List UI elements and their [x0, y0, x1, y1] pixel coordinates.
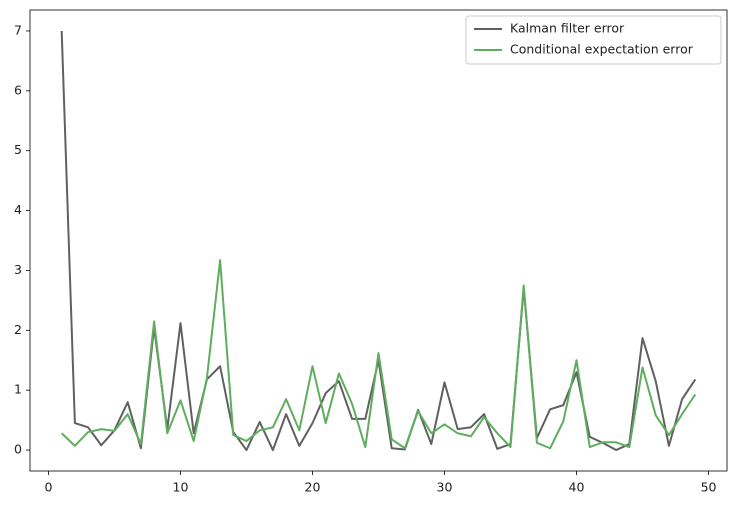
y-tick-label: 5	[14, 142, 22, 157]
y-tick-label: 6	[14, 82, 22, 97]
y-tick-label: 2	[14, 322, 22, 337]
x-tick-label: 0	[45, 480, 53, 495]
legend-label: Conditional expectation error	[510, 42, 694, 57]
y-tick-label: 1	[14, 382, 22, 397]
y-tick-label: 7	[14, 22, 22, 37]
x-tick-label: 30	[437, 480, 453, 495]
series-line	[60, 259, 697, 450]
legend-label: Kalman filter error	[510, 21, 625, 36]
legend-box	[465, 15, 722, 65]
x-tick-label: 20	[305, 480, 321, 495]
axes-frame	[29, 9, 728, 472]
legend: Kalman filter error Conditional expectati…	[465, 15, 722, 65]
x-tick-label: 40	[569, 480, 585, 495]
y-tick-label: 4	[14, 202, 22, 217]
x-tick-label: 50	[701, 480, 717, 495]
series-line	[60, 30, 697, 452]
y-tick-label: 0	[14, 442, 22, 457]
x-tick-label: 10	[173, 480, 189, 495]
y-tick-label: 3	[14, 262, 22, 277]
